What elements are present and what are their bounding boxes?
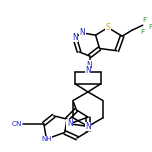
Text: N: N xyxy=(87,60,92,70)
Text: CN: CN xyxy=(11,121,22,127)
Text: N: N xyxy=(85,66,91,74)
Text: N: N xyxy=(79,28,85,37)
Text: N: N xyxy=(85,122,91,131)
Text: NH: NH xyxy=(41,136,52,142)
Text: F: F xyxy=(148,24,152,30)
Text: F: F xyxy=(141,29,145,35)
Text: S: S xyxy=(105,23,110,32)
Text: F: F xyxy=(142,17,146,23)
Text: N: N xyxy=(67,119,73,128)
Text: N: N xyxy=(72,33,78,42)
